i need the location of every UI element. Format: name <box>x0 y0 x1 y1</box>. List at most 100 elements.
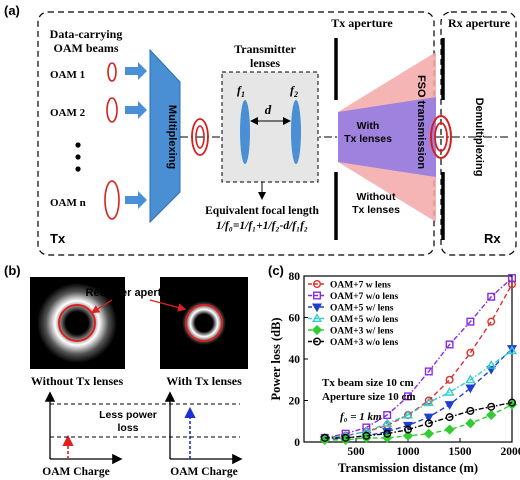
x-tick-label: 1500 <box>449 446 472 458</box>
series-line-3 <box>324 348 513 441</box>
receiver-aperture-circle <box>58 304 96 342</box>
data-point <box>424 396 433 405</box>
data-point <box>486 360 497 369</box>
data-point <box>404 392 413 401</box>
f2-label: f2 <box>290 83 298 99</box>
legend-label: OAM+5 w/ lens <box>330 304 394 314</box>
arrow-icon <box>125 101 147 119</box>
lens-box <box>221 71 319 183</box>
multiplexer <box>149 48 181 224</box>
chart-series <box>319 274 518 446</box>
demultiplexing-label: Demultiplexing <box>473 98 485 177</box>
annotation-beam-size: Tx beam size 10 cm <box>322 377 414 389</box>
panel-a-label: (a) <box>4 3 20 18</box>
annotation-aperture-size: Aperture size 10 cm <box>322 391 416 403</box>
data-point <box>383 429 392 438</box>
y-tick-label: 60 <box>289 313 301 325</box>
data-point <box>465 418 476 429</box>
rx-box <box>440 11 517 256</box>
panel-b-label: (b) <box>4 263 21 278</box>
data-point <box>486 409 497 421</box>
oam-label-n: OAM n <box>50 197 86 209</box>
d-label: d <box>265 102 272 117</box>
legend-label: OAM+3 w/ lens <box>330 327 394 337</box>
data-point <box>445 340 454 349</box>
data-point <box>466 317 475 326</box>
ellipsis-dot <box>75 166 81 172</box>
data-point <box>402 409 414 419</box>
with-lenses-label-1: With <box>357 120 380 132</box>
rx-beam-ring <box>430 115 452 159</box>
data-point <box>465 384 476 394</box>
data-point <box>487 317 496 326</box>
panel-a: (a) Data-carrying OAM beams OAM 1 OAM 2 … <box>4 3 517 256</box>
data-point <box>445 375 454 384</box>
legend-marker <box>313 280 322 289</box>
receiver-aperture-pointer <box>149 299 187 312</box>
ellipsis-dot <box>75 154 81 160</box>
data-point <box>423 413 434 423</box>
less-power-loss-1: Less power <box>99 409 157 421</box>
data-point <box>444 424 455 435</box>
data-point <box>423 428 434 439</box>
data-point <box>341 433 350 442</box>
data-point <box>487 402 496 411</box>
data-point <box>402 430 414 441</box>
data-point <box>444 401 455 410</box>
panel-b: (b) Receiver aperture Without Tx lenses … <box>4 263 248 478</box>
beam-profile-with-ring <box>182 301 226 345</box>
data-point <box>445 413 454 422</box>
less-power-loss-2: loss <box>117 422 138 434</box>
beam-oam-n <box>104 180 120 220</box>
data-point <box>506 345 518 355</box>
without-tx-lenses-label: Without Tx lenses <box>31 374 124 388</box>
data-point <box>508 274 517 283</box>
data-point <box>487 292 496 301</box>
series-line-1 <box>324 283 513 439</box>
legend-marker <box>311 313 323 322</box>
data-point <box>508 398 517 407</box>
fso-label: FSO transmission <box>415 75 427 169</box>
beam-profile-without-ring <box>37 283 117 363</box>
arrow-icon <box>125 191 147 209</box>
spectrum-left-xlabel: OAM Charge <box>42 466 109 478</box>
data-point <box>424 419 433 428</box>
mux-beam-ring <box>191 118 209 156</box>
data-point <box>362 431 371 440</box>
data-point <box>465 374 476 384</box>
legend-label: OAM+5 w/o lens <box>330 315 399 325</box>
annotation-focal-length: f₀ = 1 km <box>340 411 382 423</box>
receiver-aperture-circle <box>185 304 223 342</box>
ellipsis-dot <box>75 142 81 148</box>
transmitter-lenses-1: Transmitter <box>234 42 296 56</box>
series-line-6 <box>324 401 513 439</box>
data-point <box>404 425 413 434</box>
data-point <box>320 433 329 442</box>
arrow-icon <box>125 62 147 80</box>
beam-oam-1 <box>107 62 117 82</box>
mux-beam-ring <box>195 125 205 149</box>
beams-title-2: OAM beams <box>54 41 119 55</box>
oam-label-2: OAM 2 <box>50 107 86 119</box>
with-tx-lenses-label: With Tx lenses <box>166 374 242 388</box>
equiv-label-1: Equivalent focal length <box>205 205 319 217</box>
y-tick-label: 20 <box>289 396 301 408</box>
receiver-aperture-pointer <box>90 299 113 314</box>
rx-label: Rx <box>484 231 501 246</box>
lens-f2 <box>291 100 301 164</box>
legend-label: OAM+7 w/o lens <box>330 292 399 302</box>
lens-f1 <box>240 100 250 164</box>
x-tick-label: 1000 <box>397 446 420 458</box>
series-line-2 <box>324 277 513 439</box>
transmitter-lenses-2: lenses <box>250 56 280 70</box>
x-axis-label: Transmission distance (m) <box>338 461 478 475</box>
multiplexing-label: Multiplexing <box>166 105 178 169</box>
legend-label: OAM+3 w/o lens <box>330 338 399 348</box>
y-tick-label: 80 <box>289 271 301 283</box>
data-point <box>423 397 434 407</box>
rx-beam-ring <box>434 122 448 152</box>
legend-marker <box>311 324 323 336</box>
